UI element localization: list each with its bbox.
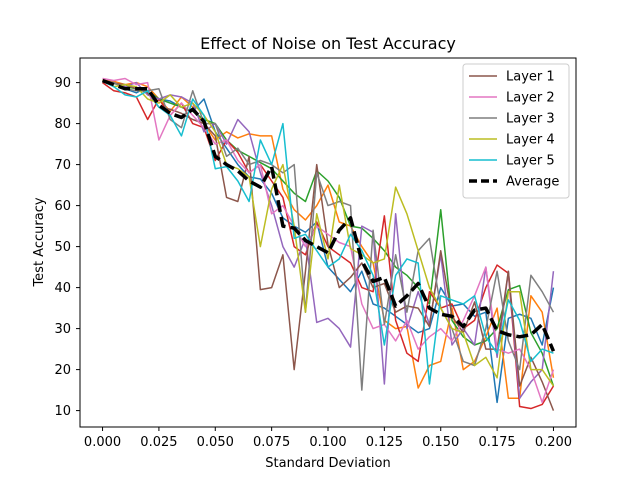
legend: Layer 1 Layer 2 Layer 3 Layer 4 Layer 5 Avera…	[462, 63, 570, 199]
series-line-layer-1	[102, 80, 555, 411]
y-tick-label: 30	[54, 322, 71, 337]
series-line-average	[101, 78, 556, 352]
x-tick-label: 0.050	[197, 435, 234, 450]
x-tick-label: 0.075	[253, 435, 290, 450]
legend-label-average: Average	[506, 175, 559, 190]
x-tick-label: 0.150	[422, 435, 459, 450]
x-tick-label: 0.125	[366, 435, 403, 450]
x-axis: 0.000 0.025 0.050 0.075 0.100 0.125 0.150 0.175…	[84, 427, 572, 450]
x-tick-label: 0.000	[84, 435, 121, 450]
x-axis-title: Standard Deviation	[265, 456, 390, 471]
y-axis-title: Test Accuracy	[32, 197, 47, 287]
x-tick-label: 0.100	[309, 435, 346, 450]
x-tick-label: 0.200	[535, 435, 572, 450]
legend-label-layer-3: Layer 3	[506, 112, 555, 127]
x-tick-label: 0.025	[140, 435, 177, 450]
legend-label-layer-4: Layer 4	[506, 133, 555, 148]
y-tick-label: 10	[54, 404, 71, 419]
legend-label-layer-1: Layer 1	[506, 70, 555, 85]
y-tick-label: 60	[54, 199, 71, 214]
series-line-3	[102, 79, 555, 387]
series-line-layer-5	[102, 80, 554, 385]
y-tick-label: 90	[54, 76, 71, 91]
chart-title: Effect of Noise on Test Accuracy	[200, 34, 456, 53]
legend-label-layer-5: Layer 5	[506, 154, 555, 169]
y-tick-label: 20	[54, 363, 71, 378]
y-tick-label: 80	[54, 117, 71, 132]
series-line-layer-4	[102, 79, 555, 387]
y-tick-label: 50	[54, 240, 71, 255]
legend-label-layer-2: Layer 2	[506, 91, 555, 106]
y-axis: 10 20 30 40 50 60 70 80 90	[54, 76, 80, 419]
y-tick-label: 40	[54, 281, 71, 296]
x-tick-label: 0.175	[478, 435, 515, 450]
y-tick-label: 70	[54, 158, 71, 173]
series-line-layer-2	[102, 77, 555, 404]
series-line-layer-3	[102, 80, 555, 391]
plot-lines	[101, 77, 556, 411]
